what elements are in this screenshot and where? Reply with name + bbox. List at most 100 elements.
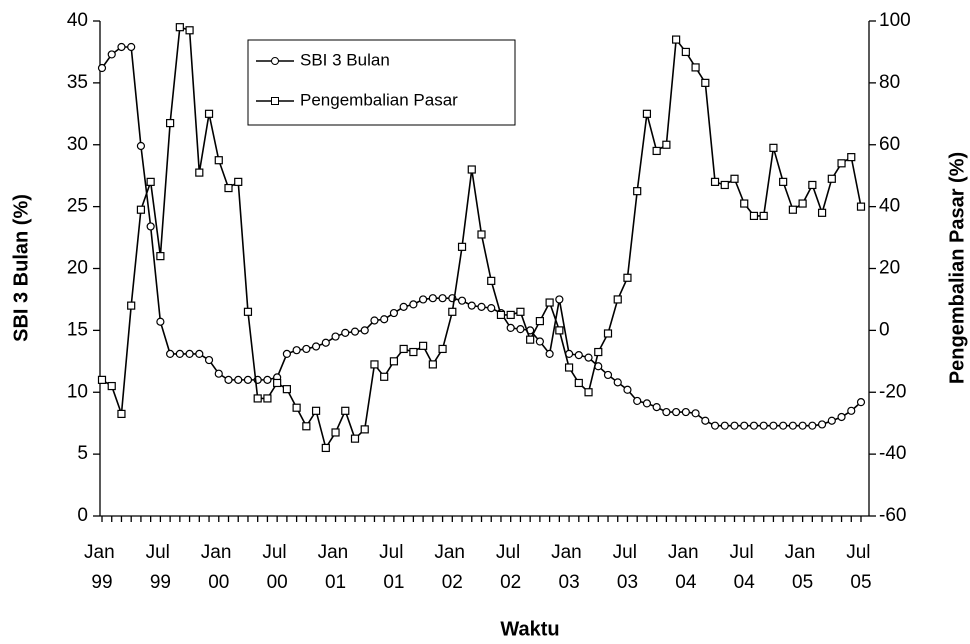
data-point bbox=[779, 421, 788, 430]
data-point bbox=[779, 177, 788, 186]
y-tick-label: 35 bbox=[67, 72, 88, 93]
y-axis-title: SBI 3 Bulan (%) bbox=[10, 194, 32, 342]
data-point bbox=[847, 406, 856, 415]
data-point bbox=[662, 407, 671, 417]
data-point bbox=[847, 153, 856, 162]
x-tick-label: Jul 00 bbox=[262, 542, 292, 593]
data-point bbox=[419, 295, 428, 304]
data-point bbox=[749, 211, 759, 221]
data-point bbox=[350, 327, 360, 336]
data-point bbox=[224, 183, 233, 193]
data-point bbox=[788, 421, 797, 430]
data-point bbox=[146, 177, 155, 186]
data-point bbox=[633, 187, 642, 196]
data-point bbox=[399, 344, 408, 354]
data-point bbox=[136, 141, 146, 151]
data-point bbox=[555, 326, 564, 335]
data-point bbox=[389, 357, 399, 366]
data-point bbox=[603, 370, 613, 380]
data-point bbox=[535, 316, 544, 326]
data-point bbox=[662, 140, 671, 149]
data-point bbox=[487, 276, 496, 285]
data-point bbox=[496, 310, 506, 320]
data-point bbox=[146, 222, 155, 231]
y-tick-label: 0 bbox=[77, 505, 88, 526]
data-point bbox=[370, 360, 379, 369]
y2-tick-label: 60 bbox=[879, 134, 900, 155]
data-point bbox=[564, 363, 574, 372]
x-tick-label: Jul 03 bbox=[613, 542, 643, 593]
data-point bbox=[409, 347, 418, 357]
data-point bbox=[691, 409, 700, 418]
data-point bbox=[720, 180, 729, 190]
data-point bbox=[409, 300, 418, 309]
data-point bbox=[691, 63, 700, 72]
y2-tick-label: -40 bbox=[879, 443, 906, 464]
data-point bbox=[156, 317, 165, 326]
data-point bbox=[574, 378, 583, 388]
y-tick-label: 20 bbox=[67, 258, 88, 279]
data-point bbox=[710, 421, 720, 430]
data-point bbox=[817, 420, 827, 429]
x-tick-label: Jul 02 bbox=[496, 542, 526, 593]
data-point bbox=[769, 143, 778, 152]
data-point bbox=[740, 421, 749, 430]
data-point bbox=[282, 349, 291, 358]
data-point bbox=[827, 416, 836, 425]
data-point bbox=[769, 421, 778, 430]
data-point bbox=[477, 302, 486, 311]
data-point bbox=[166, 118, 175, 128]
data-point bbox=[195, 349, 204, 358]
data-point bbox=[321, 443, 330, 453]
data-point bbox=[710, 177, 720, 186]
data-point bbox=[701, 78, 710, 87]
data-point bbox=[350, 434, 360, 443]
legend-marker bbox=[271, 57, 279, 65]
data-point bbox=[720, 421, 729, 430]
data-point bbox=[292, 403, 301, 412]
data-point bbox=[253, 394, 262, 403]
data-point bbox=[555, 295, 564, 304]
x-tick-label: Jan 99 bbox=[84, 542, 120, 593]
data-point bbox=[827, 174, 836, 183]
y2-tick-label: 20 bbox=[879, 258, 900, 279]
data-point bbox=[574, 351, 583, 360]
data-point bbox=[701, 416, 710, 425]
y2-axis-title: Pengembalian Pasar (%) bbox=[946, 152, 968, 384]
x-tick-label: Jan 02 bbox=[434, 542, 470, 593]
data-point bbox=[419, 341, 428, 350]
data-point bbox=[623, 385, 632, 394]
data-point bbox=[263, 394, 272, 403]
data-point bbox=[195, 168, 204, 177]
data-point bbox=[380, 315, 389, 324]
data-point bbox=[457, 296, 467, 305]
data-point bbox=[584, 388, 593, 397]
data-point bbox=[759, 421, 768, 430]
data-point bbox=[341, 328, 350, 337]
data-point bbox=[487, 304, 496, 313]
data-point bbox=[730, 174, 739, 183]
data-point bbox=[185, 349, 194, 358]
data-point bbox=[477, 230, 486, 239]
data-point bbox=[331, 428, 340, 437]
y2-tick-label: -60 bbox=[879, 505, 906, 526]
data-point bbox=[652, 146, 661, 156]
data-point bbox=[681, 407, 690, 417]
data-point bbox=[97, 375, 107, 384]
data-point bbox=[817, 208, 827, 217]
data-point bbox=[798, 421, 807, 430]
x-tick-label: Jul 99 bbox=[146, 542, 176, 593]
data-point bbox=[798, 199, 807, 208]
data-point bbox=[321, 338, 330, 347]
data-point bbox=[428, 360, 437, 369]
y-tick-label: 25 bbox=[67, 196, 88, 217]
data-point bbox=[526, 335, 535, 344]
y2-tick-label: 80 bbox=[879, 72, 900, 93]
data-point bbox=[856, 202, 866, 211]
data-point bbox=[613, 295, 622, 304]
y-tick-label: 30 bbox=[67, 134, 88, 155]
data-point bbox=[117, 42, 126, 52]
legend-label: SBI 3 Bulan bbox=[300, 50, 390, 69]
data-point bbox=[166, 349, 175, 358]
legend-box bbox=[247, 39, 516, 126]
